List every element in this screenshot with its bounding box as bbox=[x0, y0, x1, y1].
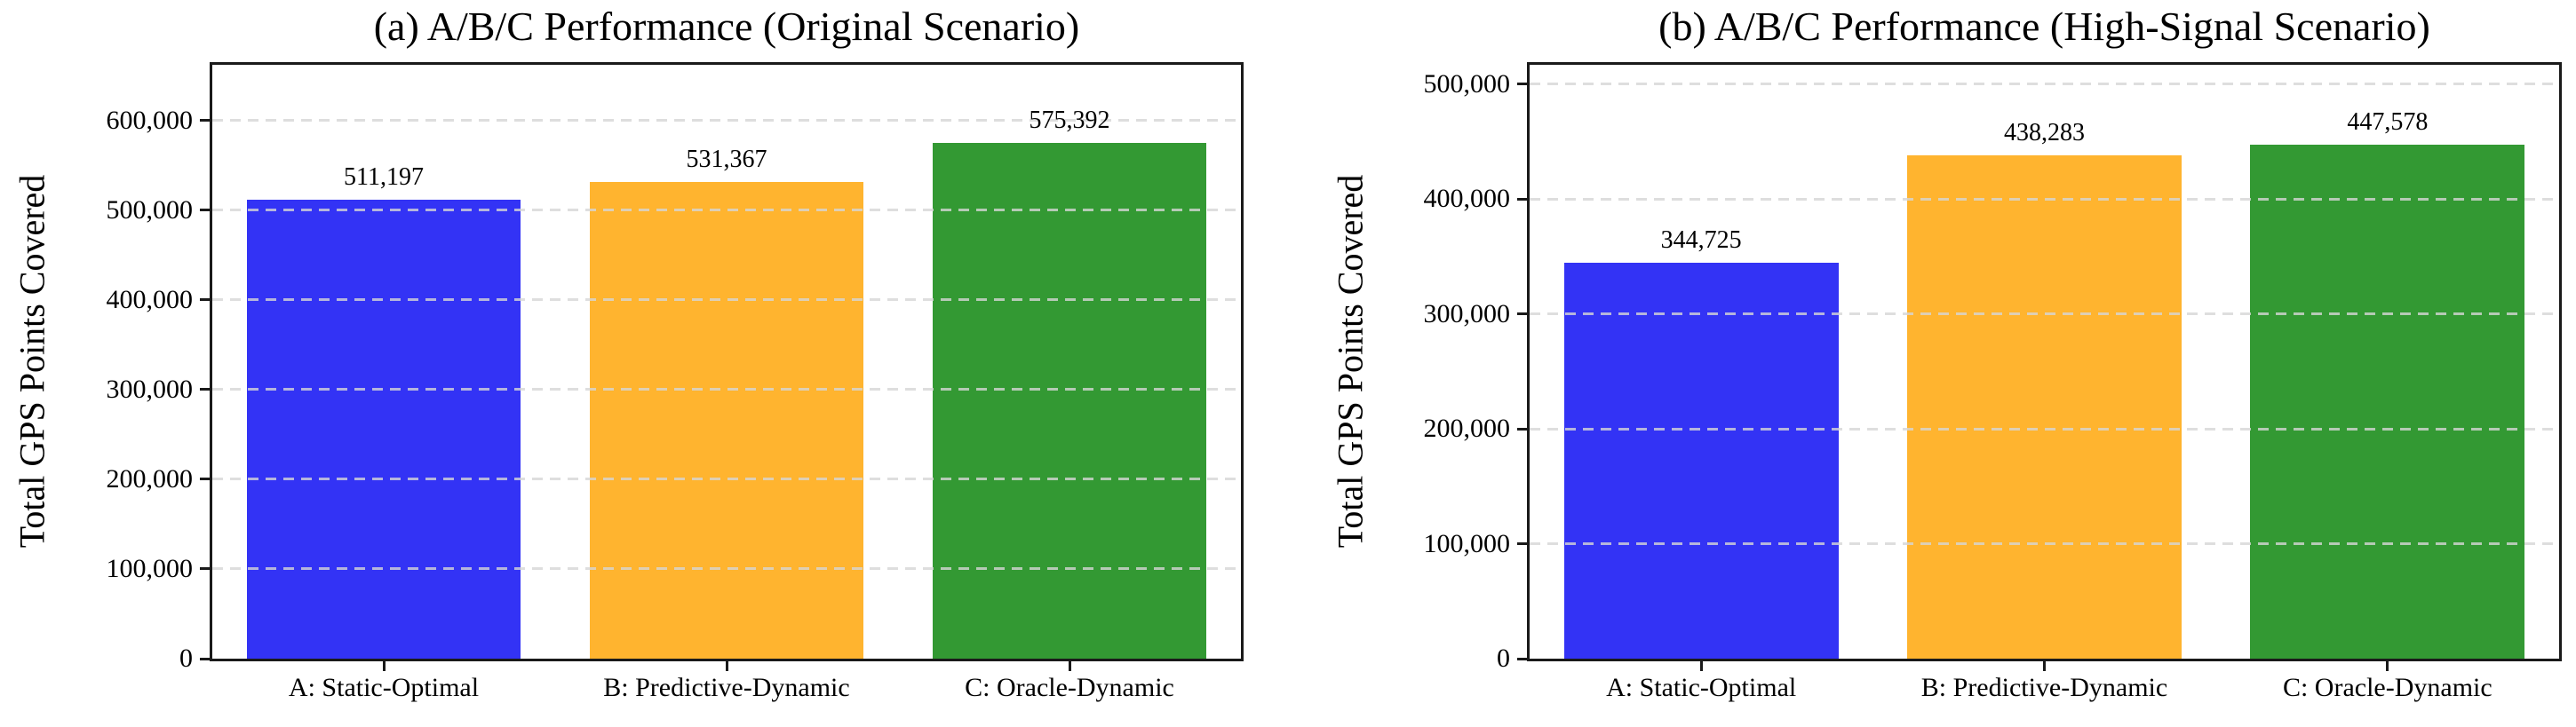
y-tick-mark bbox=[200, 567, 212, 571]
y-tick-mark bbox=[1517, 427, 1530, 431]
y-axis-label-b: Total GPS Points Covered bbox=[1330, 174, 1371, 549]
y-tick-mark bbox=[1517, 657, 1530, 660]
bar-B: Predictive-Dynamic bbox=[589, 182, 864, 659]
gridline bbox=[212, 478, 1241, 481]
y-tick-label: 400,000 bbox=[1423, 184, 1511, 214]
gridline bbox=[1530, 427, 2559, 431]
gridline bbox=[1530, 312, 2559, 316]
gridline bbox=[1530, 542, 2559, 546]
y-tick-mark bbox=[200, 388, 212, 391]
gridline bbox=[1530, 197, 2559, 201]
bar-A: Static-Optimal bbox=[246, 200, 521, 659]
plot-area-a: 511,197 A: Static-Optimal 531,367 B: Predic… bbox=[107, 62, 1244, 701]
bar-B: Predictive-Dynamic bbox=[1906, 154, 2182, 659]
x-tick-mark bbox=[382, 659, 386, 671]
y-tick-label: 500,000 bbox=[106, 194, 194, 225]
y-tick-mark bbox=[200, 657, 212, 660]
y-tick-mark bbox=[200, 298, 212, 302]
bar-value-label: 438,283 bbox=[2004, 118, 2085, 146]
y-axis-label-a: Total GPS Points Covered bbox=[12, 174, 52, 549]
chart-panel-a: (a) A/B/C Performance (Original Scenario… bbox=[12, 4, 1244, 701]
y-tick-label: 0 bbox=[179, 644, 193, 673]
bar-C: Oracle-Dynamic bbox=[2250, 144, 2525, 659]
gridline bbox=[1530, 83, 2559, 86]
y-tick-label: 200,000 bbox=[106, 463, 194, 494]
y-tick-label: 100,000 bbox=[1423, 528, 1511, 558]
bar-value-label: 531,367 bbox=[686, 146, 767, 173]
bar-A: Static-Optimal bbox=[1563, 262, 1839, 659]
y-tick-label: 600,000 bbox=[106, 105, 194, 135]
chart-panel-b: (b) A/B/C Performance (High-Signal Scena… bbox=[1288, 0, 2576, 727]
y-tick-mark bbox=[1517, 542, 1530, 546]
chart-title-a: (a) A/B/C Performance (Original Scenario… bbox=[373, 4, 1080, 49]
y-tick-mark bbox=[200, 478, 212, 481]
y-tick-mark bbox=[1517, 83, 1530, 86]
bar-value-label: 511,197 bbox=[344, 163, 424, 192]
y-tick-mark bbox=[1517, 312, 1530, 316]
bar-value-label: 344,725 bbox=[1660, 225, 1742, 254]
gridline bbox=[212, 298, 1241, 302]
x-tick-label: A: Static-Optimal bbox=[288, 673, 480, 702]
y-tick-label: 0 bbox=[1497, 644, 1510, 673]
y-tick-mark bbox=[200, 119, 212, 122]
gridline bbox=[212, 567, 1241, 571]
y-tick-label: 100,000 bbox=[106, 553, 194, 583]
bar-value-label: 447,578 bbox=[2347, 107, 2429, 136]
x-tick-mark bbox=[2043, 659, 2046, 671]
x-tick-mark bbox=[1699, 659, 1703, 671]
gridline bbox=[212, 209, 1241, 212]
x-tick-mark bbox=[725, 659, 728, 671]
y-tick-mark bbox=[1517, 197, 1530, 201]
gridline bbox=[212, 119, 1241, 122]
bar-C: Oracle-Dynamic bbox=[932, 142, 1207, 659]
plot-area-b: 344,725 A: Static-Optimal 438,283 B: Predic… bbox=[1424, 62, 2562, 701]
x-tick-label: B: Predictive-Dynamic bbox=[1920, 673, 2168, 702]
y-tick-label: 300,000 bbox=[106, 374, 194, 404]
y-tick-label: 500,000 bbox=[1423, 68, 1511, 99]
y-tick-mark bbox=[200, 209, 212, 212]
x-tick-label: B: Predictive-Dynamic bbox=[603, 673, 850, 702]
x-tick-mark bbox=[2386, 659, 2389, 671]
x-tick-mark bbox=[1068, 659, 1071, 671]
chart-title-b: (b) A/B/C Performance (High-Signal Scena… bbox=[1658, 4, 2430, 49]
y-tick-label: 300,000 bbox=[1423, 298, 1511, 328]
x-tick-label: A: Static-Optimal bbox=[1606, 673, 1797, 702]
x-tick-label: C: Oracle-Dynamic bbox=[965, 673, 1174, 702]
y-tick-label: 200,000 bbox=[1423, 414, 1511, 444]
gridline bbox=[212, 388, 1241, 391]
x-tick-label: C: Oracle-Dynamic bbox=[2282, 673, 2493, 702]
bar-value-label: 575,392 bbox=[1029, 106, 1110, 134]
y-tick-label: 400,000 bbox=[106, 284, 194, 314]
